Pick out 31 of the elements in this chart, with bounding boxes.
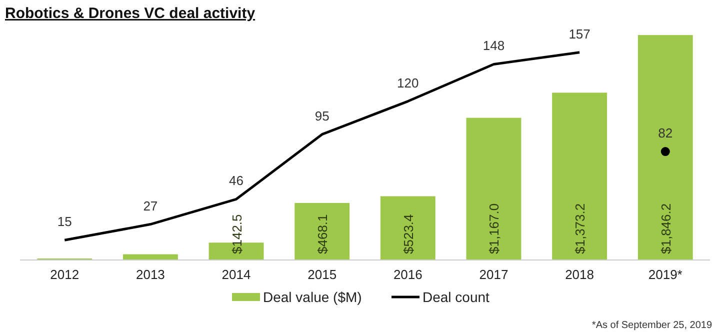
- data-label: $142.5: [229, 214, 244, 254]
- data-label: $523.4: [400, 214, 416, 254]
- data-label: $468.1: [315, 214, 330, 254]
- legend-label: Deal value ($M): [263, 289, 362, 305]
- bar: [466, 118, 522, 260]
- bar: [294, 202, 350, 260]
- data-label: 15: [57, 214, 72, 230]
- data-label: $1,846.2: [658, 203, 674, 254]
- text: *As of September 25, 2019: [592, 320, 712, 331]
- bar: [638, 35, 693, 260]
- data-label: $1,373.2: [572, 203, 588, 254]
- x-tick-label: 2016: [393, 267, 422, 282]
- x-tick-label: 2017: [479, 267, 508, 282]
- bar: [380, 196, 436, 260]
- chart-title: Robotics & Drones VC deal activity: [5, 5, 256, 22]
- data-label: 27: [143, 198, 158, 214]
- x-tick-label: 2013: [136, 267, 165, 282]
- bar: [552, 92, 608, 260]
- x-tick-label: 2019*: [648, 267, 682, 282]
- data-label: $1,167.0: [486, 203, 502, 254]
- x-tick-label: 2012: [50, 267, 80, 282]
- data-label: 120: [397, 75, 419, 90]
- data-label: 157: [568, 26, 590, 42]
- x-tick-label: 2015: [308, 267, 337, 282]
- data-label: 82: [658, 126, 673, 141]
- data-label: 148: [482, 38, 505, 54]
- legend-label: Deal count: [422, 289, 490, 305]
- x-tick-label: 2014: [222, 267, 251, 282]
- x-tick-label: 2018: [565, 267, 594, 282]
- data-label: 46: [229, 173, 244, 188]
- data-label: 95: [314, 108, 330, 124]
